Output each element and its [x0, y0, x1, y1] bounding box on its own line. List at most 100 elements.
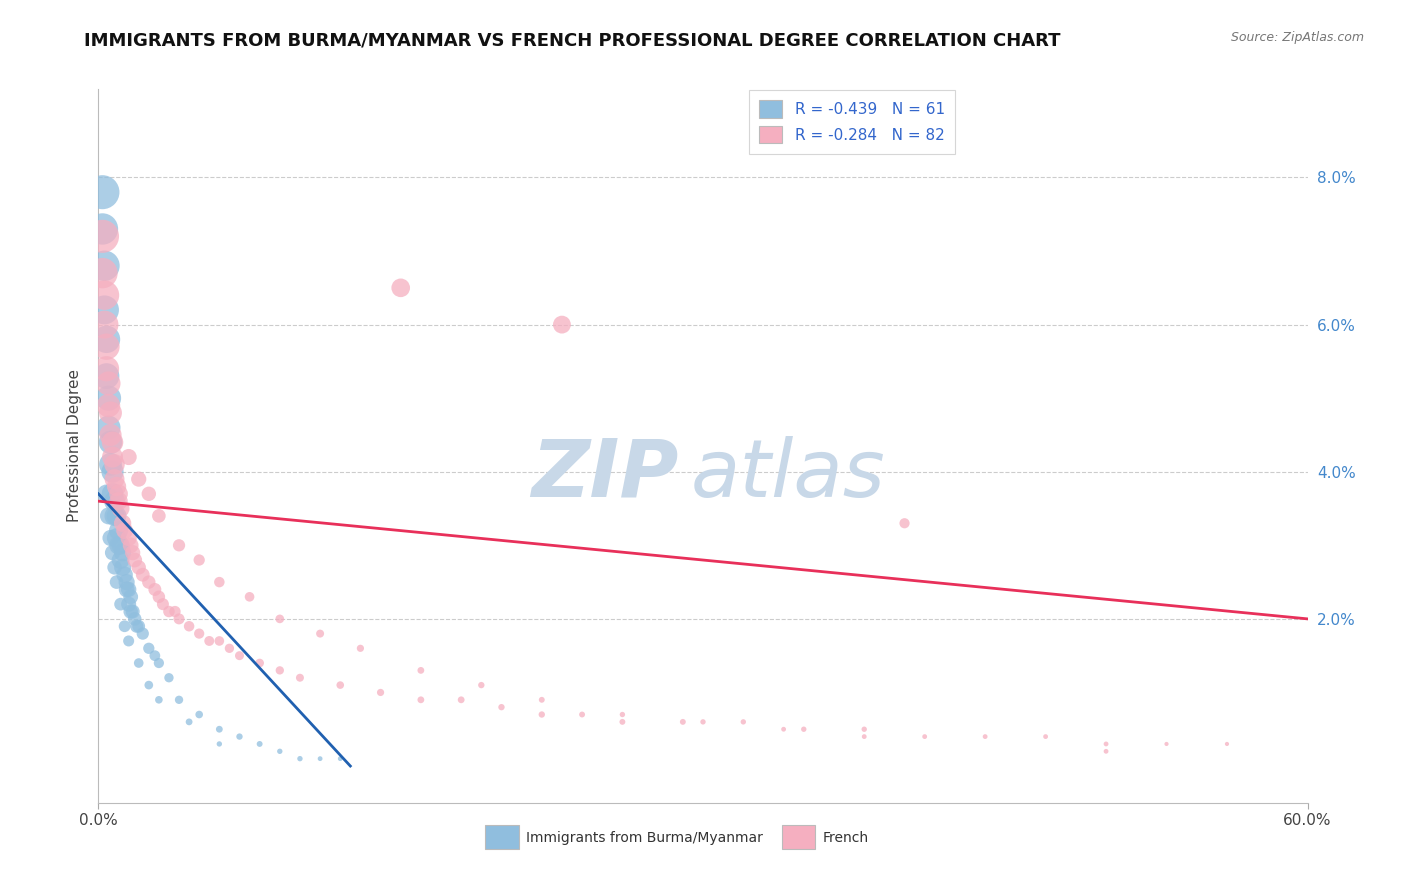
Point [218, 641, 240, 656]
Point [96, 340, 118, 354]
Point [309, 626, 332, 640]
Point [138, 575, 160, 590]
Point [103, 458, 125, 472]
Point [1156, 737, 1178, 751]
Text: ZIP: ZIP [531, 435, 679, 514]
Point [91, 185, 114, 199]
Point [97, 420, 120, 434]
Point [1216, 737, 1239, 751]
Point [105, 575, 128, 590]
Point [97, 391, 120, 405]
Point [188, 626, 211, 640]
Point [148, 656, 170, 670]
FancyBboxPatch shape [485, 825, 519, 849]
Point [115, 582, 138, 597]
Point [105, 479, 128, 493]
Text: Immigrants from Burma/Myanmar: Immigrants from Burma/Myanmar [526, 831, 763, 845]
Point [107, 494, 129, 508]
Point [103, 494, 125, 508]
Point [179, 619, 201, 633]
Point [121, 546, 143, 560]
Point [120, 538, 142, 552]
Point [105, 508, 128, 523]
Point [148, 693, 170, 707]
Point [329, 752, 352, 766]
Point [309, 752, 332, 766]
Y-axis label: Professional Degree: Professional Degree [67, 369, 83, 523]
Point [163, 605, 186, 619]
Point [409, 693, 432, 707]
Point [228, 648, 250, 663]
Point [853, 723, 876, 737]
Point [138, 678, 160, 692]
Point [97, 376, 120, 391]
Text: IMMIGRANTS FROM BURMA/MYANMAR VS FRENCH PROFESSIONAL DEGREE CORRELATION CHART: IMMIGRANTS FROM BURMA/MYANMAR VS FRENCH … [84, 31, 1062, 49]
Point [132, 626, 155, 640]
Point [97, 399, 120, 413]
Point [111, 560, 134, 574]
Point [100, 531, 122, 545]
Point [167, 612, 190, 626]
Point [470, 678, 492, 692]
Point [93, 302, 115, 317]
Point [551, 318, 574, 332]
Point [114, 524, 136, 538]
Text: atlas: atlas [690, 435, 886, 514]
Point [179, 714, 201, 729]
Point [100, 458, 122, 472]
Point [208, 575, 231, 590]
Point [107, 487, 129, 501]
Point [111, 546, 134, 560]
Point [101, 546, 124, 560]
Point [1095, 744, 1118, 758]
Point [103, 560, 125, 574]
Point [110, 538, 132, 552]
Point [571, 707, 593, 722]
Point [733, 714, 755, 729]
Point [96, 487, 118, 501]
Point [128, 560, 150, 574]
Point [450, 693, 472, 707]
Point [612, 714, 634, 729]
Point [288, 671, 311, 685]
Point [103, 508, 125, 523]
Point [167, 538, 190, 552]
Point [167, 693, 190, 707]
FancyBboxPatch shape [782, 825, 815, 849]
Point [530, 693, 553, 707]
Point [111, 516, 134, 531]
Text: Source: ZipAtlas.com: Source: ZipAtlas.com [1230, 31, 1364, 45]
Point [672, 714, 695, 729]
Point [120, 605, 142, 619]
Point [198, 634, 221, 648]
Point [107, 524, 129, 538]
Point [152, 597, 174, 611]
Point [97, 508, 120, 523]
Point [208, 634, 231, 648]
Point [772, 723, 794, 737]
Point [103, 472, 125, 486]
Point [157, 671, 180, 685]
Point [143, 582, 166, 597]
Point [974, 730, 997, 744]
Point [96, 332, 118, 346]
Point [91, 222, 114, 236]
Point [110, 553, 132, 567]
Point [692, 714, 714, 729]
Point [100, 406, 122, 420]
Point [118, 450, 141, 464]
Point [269, 612, 291, 626]
Point [1035, 730, 1057, 744]
Point [101, 487, 124, 501]
Point [370, 685, 392, 699]
Point [143, 648, 166, 663]
Point [120, 590, 142, 604]
Point [124, 553, 146, 567]
Point [93, 318, 115, 332]
Point [107, 538, 129, 552]
Point [115, 575, 138, 590]
Point [188, 553, 211, 567]
Point [114, 567, 136, 582]
Point [329, 678, 352, 692]
Point [249, 656, 271, 670]
